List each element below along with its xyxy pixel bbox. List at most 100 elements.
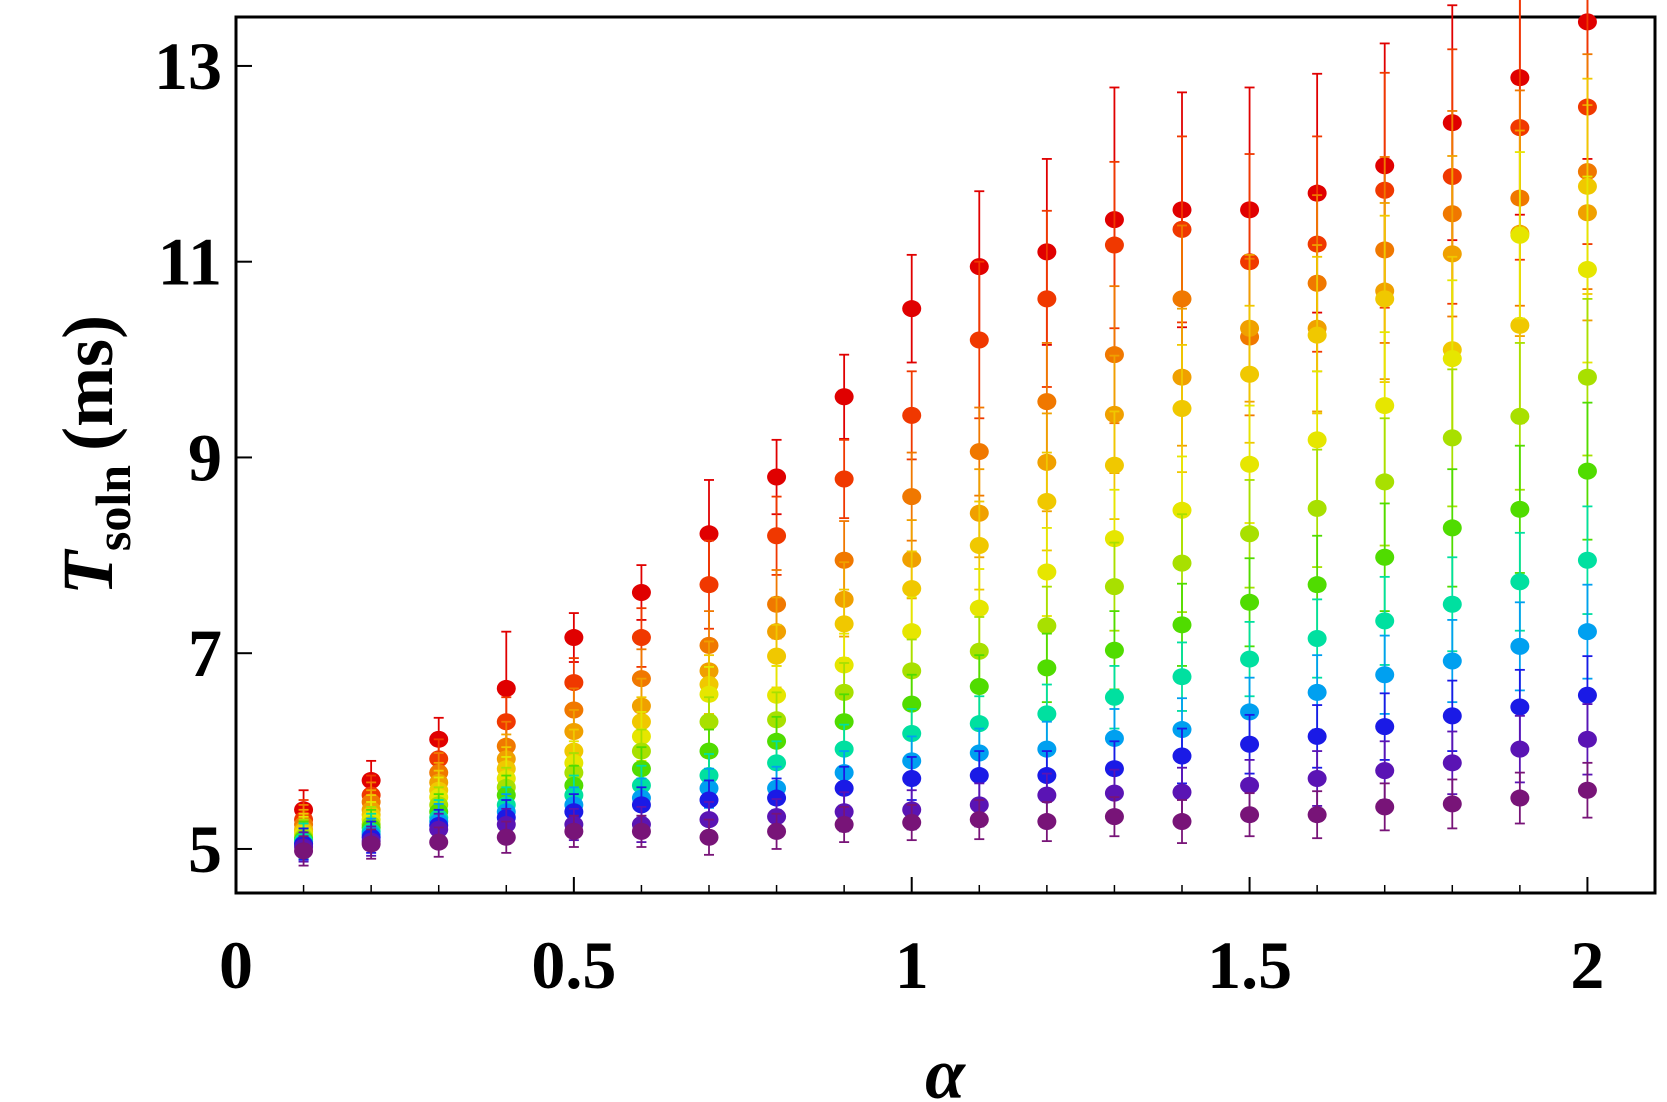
data-point: [1442, 652, 1462, 670]
data-point: [1510, 789, 1530, 807]
data-point: [1577, 261, 1597, 279]
data-point: [1037, 786, 1057, 804]
data-point: [969, 677, 989, 695]
data-point: [1375, 290, 1395, 308]
series-3: [294, 104, 1597, 850]
data-point: [1240, 806, 1260, 824]
data-point: [1577, 781, 1597, 799]
data-point: [1037, 393, 1057, 411]
data-point: [834, 740, 854, 758]
data-point: [1307, 576, 1327, 594]
data-point: [699, 685, 719, 703]
data-point: [1442, 429, 1462, 447]
data-point: [902, 814, 922, 832]
x-tick-label: 1: [895, 927, 929, 1003]
data-point: [1104, 760, 1124, 778]
data-point: [1375, 397, 1395, 415]
series-9: [294, 583, 1597, 861]
data-point: [1577, 686, 1597, 704]
data-point: [1037, 492, 1057, 510]
data-point: [699, 576, 719, 594]
data-point: [1037, 290, 1057, 308]
series-layer: [294, 0, 1597, 867]
data-point: [631, 629, 651, 647]
data-point: [1510, 637, 1530, 655]
data-point: [1104, 578, 1124, 596]
data-point: [1240, 455, 1260, 473]
data-point: [1307, 683, 1327, 701]
data-point: [294, 842, 314, 860]
data-point: [1577, 551, 1597, 569]
data-point: [1442, 245, 1462, 263]
data-point: [1510, 316, 1530, 334]
data-point: [1510, 226, 1530, 244]
data-point: [902, 488, 922, 506]
data-point: [1104, 456, 1124, 474]
data-point: [1442, 595, 1462, 613]
data-point: [631, 796, 651, 814]
data-point: [834, 551, 854, 569]
data-point: [1510, 573, 1530, 591]
series-6: [294, 297, 1597, 856]
data-point: [1375, 473, 1395, 491]
data-point: [1172, 783, 1192, 801]
data-point: [1577, 623, 1597, 641]
data-point: [429, 833, 449, 851]
data-point: [1442, 795, 1462, 813]
data-point: [564, 674, 584, 692]
data-point: [969, 811, 989, 829]
series-1: [294, 0, 1597, 841]
data-point: [834, 713, 854, 731]
data-point: [1307, 630, 1327, 648]
data-point: [699, 713, 719, 731]
data-point: [834, 683, 854, 701]
y-tick-label: 13: [154, 28, 222, 104]
series-4: [294, 77, 1597, 850]
series-11: [294, 703, 1597, 863]
data-point: [1375, 612, 1395, 630]
data-point: [496, 828, 516, 846]
data-point: [1240, 365, 1260, 383]
data-point: [1037, 617, 1057, 635]
data-point: [1510, 740, 1530, 758]
data-point: [1577, 730, 1597, 748]
data-point: [1037, 563, 1057, 581]
data-point: [1172, 400, 1192, 418]
data-point: [699, 525, 719, 543]
data-point: [767, 647, 787, 665]
series-7: [294, 401, 1597, 858]
data-point: [834, 388, 854, 406]
data-point: [1375, 548, 1395, 566]
data-point: [1240, 593, 1260, 611]
data-point: [1104, 729, 1124, 747]
axis-ticks: [235, 64, 1589, 893]
y-axis-label-main: T: [48, 548, 128, 595]
data-point: [564, 822, 584, 840]
data-point: [969, 331, 989, 349]
data-point: [1510, 407, 1530, 425]
data-point: [1375, 718, 1395, 736]
data-point: [902, 580, 922, 598]
data-point: [1442, 707, 1462, 725]
data-point: [1104, 236, 1124, 254]
data-point: [767, 789, 787, 807]
data-point: [1510, 698, 1530, 716]
x-tick-label: 2: [1570, 927, 1604, 1003]
x-tick-label: 0.5: [531, 927, 616, 1003]
data-point: [1037, 659, 1057, 677]
data-point: [1172, 668, 1192, 686]
data-point: [969, 599, 989, 617]
data-point: [699, 742, 719, 760]
data-point: [1375, 798, 1395, 816]
data-point: [969, 537, 989, 555]
data-point: [1577, 462, 1597, 480]
x-tick-label: 0: [219, 927, 253, 1003]
data-point: [902, 724, 922, 742]
data-point: [631, 822, 651, 840]
data-point: [1240, 703, 1260, 721]
x-axis-label: α: [925, 1034, 966, 1102]
data-point: [1307, 499, 1327, 517]
data-point: [834, 470, 854, 488]
data-point: [1240, 735, 1260, 753]
